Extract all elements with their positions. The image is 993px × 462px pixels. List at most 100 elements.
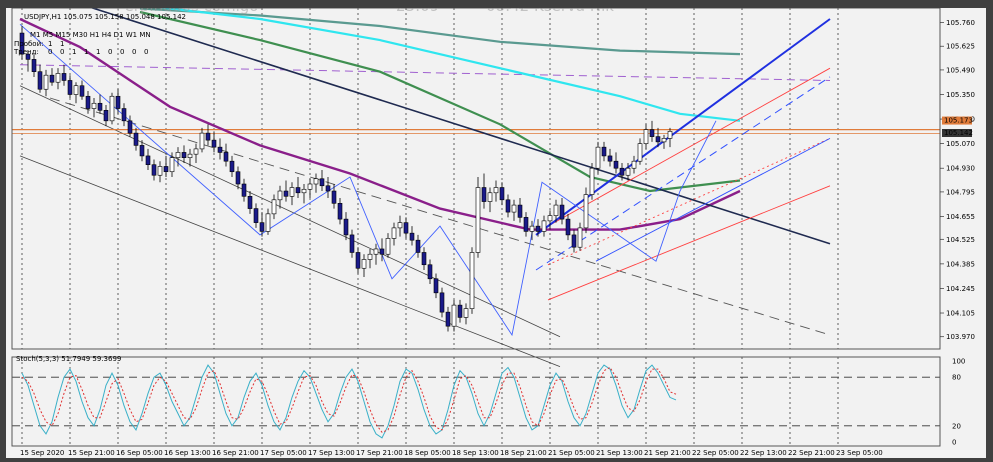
time-tick-label: 22 Sep 05:00 [692,449,739,457]
candle-body [247,195,253,209]
stoch-plot-frame [11,356,941,447]
price-tick-label: 105.490 [946,66,975,74]
candle-body [439,292,445,313]
candle-body [433,278,439,294]
price-tick-label: 105.625 [946,43,975,51]
current-price-label: 105.173 [944,117,973,125]
candle-body [493,187,499,194]
candle-body [55,73,61,83]
time-tick-label: 23 Sep 05:00 [836,449,883,457]
stochastic-panel [12,364,940,439]
candle-body [211,139,217,148]
candle-body [175,152,181,158]
candle-body [223,152,229,162]
time-tick-label: 16 Sep 13:00 [164,449,211,457]
candle-body [217,146,223,153]
candlesticks [19,26,673,332]
main-plot-frame [11,8,941,350]
price-tick-label: 104.525 [946,236,975,244]
candle-body [535,225,541,232]
moving-average-line [139,10,741,193]
candle-body [259,222,265,232]
candle-body [67,80,73,95]
candle-body [145,155,151,166]
stoch-header: Stoch(5,3,3) 51.7949 59.3699 [16,355,121,363]
candle-body [427,264,433,280]
candle-body [505,199,511,213]
price-tick-label: 104.385 [946,260,975,268]
channel-line [19,155,561,367]
candle-body [283,190,289,197]
channel-line [547,185,831,301]
stoch-tick-label: 20 [952,422,961,430]
candle-body [643,129,649,144]
side-row-value: 1 [48,40,52,48]
side-row-value: 1 [60,40,64,48]
candle-body [631,160,637,169]
candle-body [61,73,67,81]
price-tick-label: 104.105 [946,310,975,318]
candle-body [583,194,589,229]
candle-body [193,148,199,155]
watermark: Perpinados comigo 23:09 08:42 Kserva Nik [116,8,614,15]
candle-body [667,131,673,139]
candle-body [349,234,355,253]
candle-body [49,74,55,83]
candle-body [85,95,91,109]
candle-body [457,304,463,318]
candle-body [205,132,211,141]
side-row-value: 0 [132,48,136,56]
candle-body [31,59,37,72]
stoch-main-line [21,364,677,439]
candle-body [559,204,565,220]
candle-body [625,167,631,176]
side-row-value: 0 [120,48,124,56]
candle-body [253,208,259,223]
moving-average-line [19,17,741,231]
trend-line [89,8,831,245]
candle-body [637,143,643,162]
time-tick-label: 18 Sep 13:00 [452,449,499,457]
stoch-tick-label: 100 [952,358,965,366]
candle-body [91,102,97,109]
candle-body [109,95,115,122]
candle-body [655,136,661,143]
price-tick-label: 105.760 [946,19,975,27]
candle-body [529,225,535,232]
channel-line [595,138,831,262]
candle-body [595,146,601,169]
candle-body [373,248,379,255]
candle-body [601,146,607,157]
side-row-value: 0 [60,48,64,56]
candle-body [409,232,415,241]
channel-dotted-line [547,137,831,266]
candle-body [337,203,343,220]
candle-body [487,192,493,202]
side-row-value: 0 [108,48,112,56]
candle-body [445,311,451,327]
moving-average-line [156,8,741,122]
side-row-value: 1 [84,48,88,56]
candle-body [289,187,295,197]
candle-body [367,253,373,260]
candle-body [607,155,613,162]
candle-body [163,166,169,173]
candle-body [451,304,457,327]
time-tick-label: 16 Sep 05:00 [116,449,163,457]
candle-body [301,188,307,194]
candle-body [415,239,421,253]
current-price-box [942,116,972,125]
side-row-value: 0 [144,48,148,56]
time-tick-label: 15 Sep 2020 [20,449,64,457]
candle-body [79,85,85,97]
candle-body [391,227,397,239]
chart-header: USDJPY,H1 105.075 105.158 105.048 105.14… [24,13,186,21]
candle-body [379,248,385,255]
timeframes-row: M1 M5 M15 M30 H1 H4 D1 W1 MN [30,31,151,39]
candle-body [121,108,127,122]
candle-body [43,74,49,90]
axes: 15 Sep 2020 15 Sep 21:00 16 Sep 05:00 16 Se… [11,8,975,457]
current-price-box [942,129,972,138]
indicator-overlays [12,8,940,367]
price-tick-label: 103.970 [946,333,975,341]
